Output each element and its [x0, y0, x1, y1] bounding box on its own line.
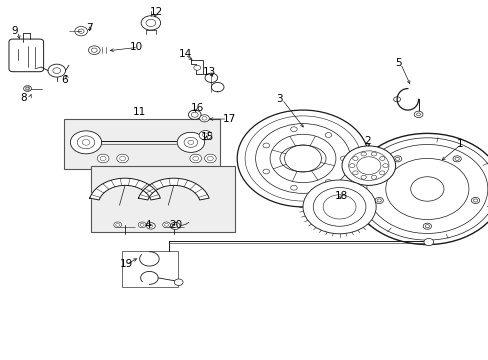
Circle shape [162, 222, 170, 228]
Text: 9: 9 [11, 26, 18, 36]
Text: 13: 13 [203, 67, 216, 77]
Text: 6: 6 [61, 75, 68, 85]
Text: 4: 4 [144, 220, 151, 230]
Circle shape [117, 154, 128, 163]
Text: 3: 3 [276, 94, 282, 104]
FancyBboxPatch shape [9, 39, 43, 72]
Text: 16: 16 [190, 103, 203, 113]
Circle shape [370, 175, 376, 179]
Text: 19: 19 [120, 259, 133, 269]
Circle shape [352, 157, 357, 161]
Circle shape [422, 223, 430, 229]
Text: 8: 8 [20, 93, 27, 103]
Circle shape [303, 180, 375, 234]
Circle shape [138, 222, 146, 228]
Text: 5: 5 [395, 58, 402, 68]
Circle shape [360, 152, 366, 156]
Circle shape [379, 157, 384, 161]
Circle shape [360, 175, 366, 179]
Circle shape [193, 65, 200, 70]
Circle shape [199, 131, 211, 140]
Circle shape [146, 223, 155, 229]
Circle shape [370, 152, 376, 156]
Circle shape [341, 146, 395, 185]
Bar [91, 166, 234, 232]
Bar [64, 119, 220, 169]
Circle shape [75, 27, 87, 36]
Circle shape [141, 16, 160, 30]
Bar [122, 251, 177, 287]
Circle shape [325, 180, 331, 184]
Polygon shape [89, 178, 160, 200]
Circle shape [423, 238, 433, 246]
Text: 18: 18 [334, 191, 347, 201]
Circle shape [263, 169, 269, 174]
Text: 2: 2 [363, 136, 370, 145]
Circle shape [290, 185, 297, 190]
Circle shape [48, 64, 65, 77]
Polygon shape [138, 178, 209, 200]
Circle shape [379, 171, 384, 175]
Circle shape [382, 164, 387, 168]
Circle shape [263, 143, 269, 148]
Text: 7: 7 [86, 23, 92, 33]
Text: 12: 12 [149, 7, 163, 17]
Circle shape [340, 156, 346, 161]
Circle shape [97, 154, 109, 163]
Circle shape [23, 86, 31, 91]
Circle shape [452, 156, 460, 162]
Circle shape [351, 134, 488, 244]
Text: 11: 11 [132, 107, 145, 117]
Circle shape [199, 115, 209, 122]
Circle shape [170, 222, 180, 229]
Text: 1: 1 [456, 139, 462, 149]
Text: 10: 10 [130, 42, 143, 52]
Circle shape [114, 222, 122, 228]
Circle shape [374, 197, 383, 203]
Circle shape [393, 156, 401, 162]
Text: 20: 20 [168, 220, 182, 230]
Circle shape [325, 132, 331, 138]
Circle shape [177, 132, 204, 152]
Circle shape [189, 154, 201, 163]
Circle shape [188, 110, 201, 120]
Circle shape [349, 164, 354, 168]
Circle shape [237, 110, 368, 207]
Circle shape [88, 46, 100, 54]
Circle shape [470, 197, 479, 203]
Text: 17: 17 [222, 114, 235, 124]
Circle shape [174, 279, 183, 285]
Circle shape [70, 131, 102, 154]
Text: 15: 15 [200, 132, 213, 142]
Text: 14: 14 [178, 49, 191, 59]
Circle shape [204, 154, 216, 163]
Circle shape [352, 171, 357, 175]
Circle shape [290, 127, 297, 132]
Circle shape [413, 111, 422, 118]
